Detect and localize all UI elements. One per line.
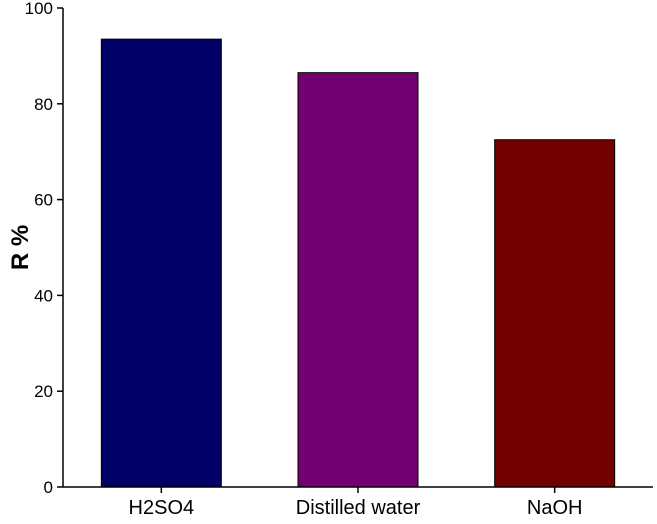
- bar-2: [494, 139, 616, 488]
- x-tick-label: NaOH: [527, 497, 583, 519]
- bars-group: [100, 38, 616, 488]
- x-tick-label: H2SO4: [129, 497, 195, 519]
- y-tick-label: 100: [25, 0, 53, 18]
- y-tick-label: 80: [34, 95, 53, 114]
- y-tick-label: 60: [34, 191, 53, 210]
- bar-1: [297, 72, 419, 488]
- x-ticks-group: H2SO4 Distilled water NaOH: [129, 487, 583, 519]
- y-tick-label: 20: [34, 382, 53, 401]
- y-tick-label: 40: [34, 286, 53, 305]
- y-tick-label: 0: [44, 478, 53, 497]
- y-ticks-group: 0 20 40 60 80 100: [25, 0, 63, 497]
- y-axis-title: R %: [7, 225, 34, 270]
- bar-0: [100, 38, 222, 488]
- x-tick-label: Distilled water: [296, 497, 421, 519]
